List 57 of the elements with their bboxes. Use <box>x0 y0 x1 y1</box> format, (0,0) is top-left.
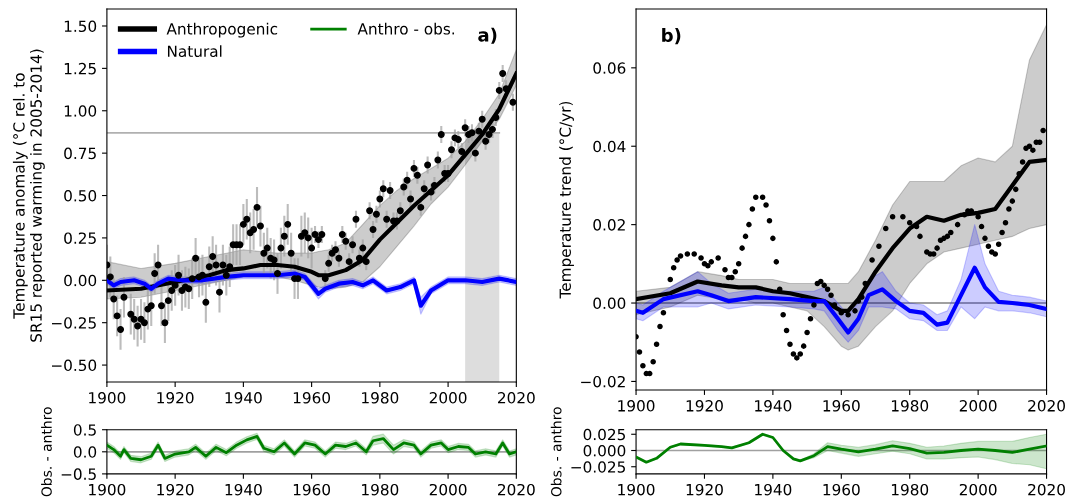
annotation: a) <box>478 27 497 44</box>
x-tick-label: 1920 <box>686 400 723 412</box>
y-tick-label: −0.025 <box>571 461 625 473</box>
y-tick-label: 0.25 <box>64 232 96 244</box>
x-tick-label: 1960 <box>823 483 860 496</box>
y-tick-label: 0.5 <box>73 424 96 436</box>
x-tick-label: 2020 <box>1028 400 1065 412</box>
x-tick-label: 2000 <box>959 400 997 412</box>
x-tick-label: 1960 <box>293 392 331 404</box>
legend-label: Natural <box>167 45 222 58</box>
y-tick-label: 0.00 <box>593 297 626 310</box>
x-tick-label: 1900 <box>89 392 126 404</box>
y-tick-label: 0.06 <box>593 62 626 74</box>
y-tick-label: −0.50 <box>51 359 97 372</box>
y-tick-label: 0.0 <box>73 446 97 458</box>
y-axis-title: Temperature anomaly (°C rel. to SR15 reported warming in 2005-2014) <box>12 49 45 342</box>
x-tick-label: 1980 <box>891 400 929 412</box>
x-tick-label: 2000 <box>959 483 997 496</box>
x-tick-label: 1940 <box>225 392 262 404</box>
y-axis-title: Obs. - anthro <box>550 407 562 497</box>
x-tick-label: 1900 <box>618 400 655 412</box>
y-tick-label: −0.5 <box>61 468 96 480</box>
x-tick-label: 2020 <box>1028 483 1065 496</box>
x-tick-label: 1960 <box>823 400 860 412</box>
legend-label: Anthro - obs. <box>357 22 455 35</box>
x-tick-label: 2000 <box>429 483 467 496</box>
x-tick-label: 2000 <box>429 392 467 404</box>
x-tick-label: 1960 <box>293 483 331 496</box>
x-tick-label: 2020 <box>498 483 535 496</box>
x-tick-label: 1980 <box>891 483 929 496</box>
x-tick-label: 1940 <box>755 483 792 496</box>
x-tick-label: 1920 <box>157 483 194 496</box>
y-tick-label: 0.025 <box>583 428 625 441</box>
y-tick-label: 0.000 <box>583 444 626 457</box>
y-tick-label: 0.75 <box>64 147 96 160</box>
legend-label: Anthropogenic <box>166 22 278 38</box>
x-tick-label: 1900 <box>89 483 126 496</box>
y-tick-label: 0.02 <box>593 219 625 231</box>
x-tick-label: 2020 <box>498 392 535 404</box>
y-tick-label: 0.00 <box>64 274 97 287</box>
x-tick-label: 1980 <box>362 483 399 496</box>
x-tick-label: 1940 <box>755 400 792 412</box>
x-tick-label: 1920 <box>157 392 194 404</box>
y-tick-label: −0.25 <box>51 317 96 329</box>
x-tick-label: 1900 <box>618 483 655 496</box>
y-tick-label: 1.00 <box>64 105 97 117</box>
x-tick-label: 1940 <box>225 483 262 496</box>
y-axis-title: Obs. - anthro <box>41 407 52 497</box>
y-tick-label: 0.04 <box>593 140 626 153</box>
y-axis-title: Temperature trend (°C/yr) <box>559 101 574 299</box>
y-tick-label: −0.02 <box>581 375 625 388</box>
y-tick-label: 1.50 <box>64 20 97 33</box>
x-tick-label: 1980 <box>362 392 399 404</box>
y-tick-label: 0.50 <box>64 189 97 202</box>
y-tick-label: 1.25 <box>64 62 96 75</box>
annotation: b) <box>662 28 681 45</box>
x-tick-label: 1920 <box>686 483 723 496</box>
